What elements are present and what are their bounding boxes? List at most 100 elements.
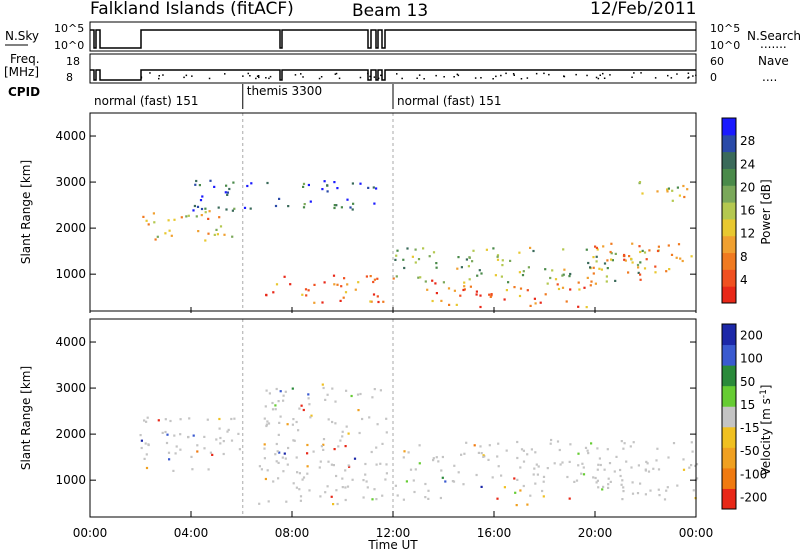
scatter-cell [300, 404, 303, 407]
scatter-cell [375, 446, 378, 449]
nave-dot [609, 74, 611, 76]
scatter-cell [266, 181, 269, 185]
nave-dot [416, 77, 418, 79]
scatter-cell [654, 265, 657, 268]
scatter-cell [479, 305, 482, 309]
nave-dot [208, 77, 211, 80]
scatter-cell [372, 293, 376, 296]
scatter-cell [265, 389, 268, 392]
scatter-cell [561, 274, 564, 277]
scatter-cell [407, 451, 410, 454]
scatter-cell [682, 184, 685, 188]
scatter-cell [595, 260, 598, 263]
scatter-cell [381, 494, 384, 497]
scatter-cell [224, 191, 227, 194]
freq-label: Freq. [10, 52, 40, 66]
scatter-cell [179, 448, 182, 451]
scatter-cell [140, 439, 143, 442]
scatter-cell [326, 485, 329, 488]
scatter-cell [522, 270, 525, 273]
scatter-cell [587, 261, 590, 265]
scatter-cell [519, 287, 523, 290]
scatter-cell [298, 407, 301, 410]
nave-dot [302, 76, 304, 78]
scatter-cell [291, 387, 294, 390]
scatter-cell [496, 255, 499, 258]
scatter-cell [676, 484, 679, 487]
scatter-cell [392, 277, 395, 280]
scatter-cell [344, 498, 347, 502]
colorbar-segment [722, 426, 736, 448]
scatter-cell [218, 417, 221, 421]
scatter-cell [657, 468, 661, 471]
scatter-cell [573, 480, 576, 483]
scatter-cell [460, 453, 463, 456]
scatter-cell [144, 442, 147, 445]
scatter-cell [385, 417, 388, 420]
scatter-cell [228, 187, 231, 191]
scatter-cell [532, 249, 535, 253]
scatter-cell [611, 259, 614, 262]
scatter-cell [644, 493, 647, 496]
nave-dot [595, 76, 598, 79]
scatter-cell [462, 483, 465, 486]
scatter-cell [615, 455, 618, 458]
scatter-cell [375, 463, 378, 466]
scatter-cell [341, 486, 344, 489]
scatter-cell [263, 447, 266, 450]
nave-dot [631, 76, 633, 78]
scatter-cell [203, 447, 206, 450]
scatter-cell [215, 228, 218, 231]
scatter-cell [632, 441, 635, 444]
scatter-cell [405, 480, 408, 483]
scatter-cell [376, 295, 379, 298]
y-tick-label: 1000 [55, 473, 86, 487]
scatter-cell [681, 259, 684, 263]
scatter-cell [619, 474, 622, 478]
scatter-cell [435, 262, 438, 265]
scatter-cell [516, 440, 519, 444]
scatter-cell [691, 450, 694, 453]
colorbar-segment [722, 134, 736, 153]
scatter-cell [187, 435, 190, 439]
scatter-cell [522, 460, 526, 463]
scatter-cell [544, 293, 547, 296]
scatter-cell [452, 480, 456, 483]
scatter-cell [479, 294, 482, 297]
scatter-cell [209, 179, 212, 182]
scatter-cell [344, 469, 347, 472]
scatter-cell [326, 393, 329, 396]
scatter-cell [295, 486, 298, 489]
scatter-cell [621, 498, 624, 501]
nave-dot [505, 72, 507, 75]
scatter-cell [284, 390, 287, 393]
scatter-cell [600, 268, 603, 271]
scatter-cell [542, 495, 545, 498]
colorbar-segment [722, 324, 736, 346]
scatter-cell [639, 278, 642, 281]
scatter-cell [532, 473, 535, 476]
scatter-cell [439, 496, 442, 500]
freq-left-top-tick: 18 [66, 55, 80, 68]
scatter-cell [260, 468, 263, 471]
scatter-cell [346, 485, 350, 488]
scatter-cell [605, 280, 608, 283]
scatter-cell [625, 460, 628, 463]
scatter-cell [304, 288, 308, 291]
nave-dot [380, 74, 382, 77]
scatter-cell [145, 219, 148, 222]
scatter-cell [457, 471, 460, 474]
scatter-cell [385, 472, 388, 475]
scatter-cell [678, 194, 681, 197]
scatter-cell [381, 442, 384, 445]
scatter-cell [694, 464, 697, 467]
scatter-cell [672, 442, 676, 445]
colorbar-tick-label: -15 [740, 421, 760, 435]
scatter-cell [641, 192, 644, 195]
scatter-cell [409, 468, 413, 471]
scatter-cell [341, 430, 344, 433]
scatter-cell [505, 289, 508, 292]
scatter-cell [656, 190, 659, 193]
scatter-cell [500, 474, 503, 477]
scatter-cell [285, 500, 288, 503]
